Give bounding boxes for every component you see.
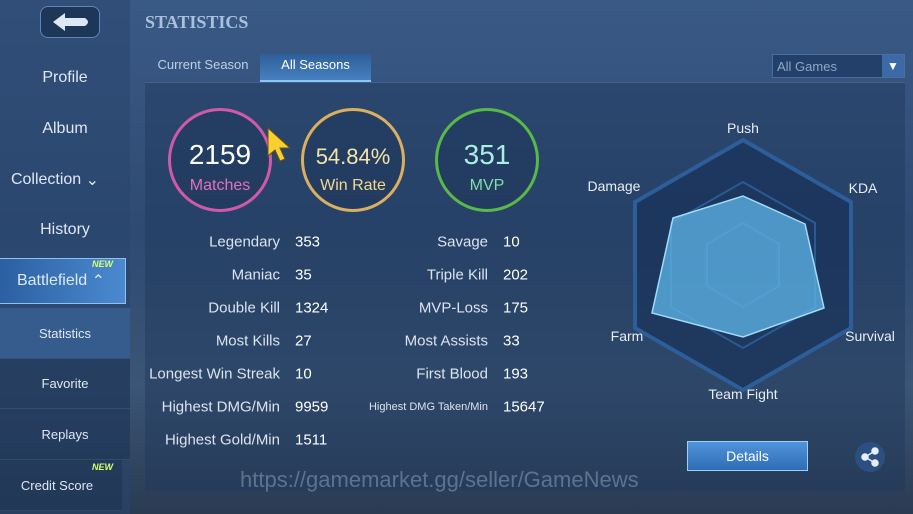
summary-value: 54.84% <box>315 144 391 169</box>
radar-label: KDA <box>848 180 878 196</box>
stat-value: 175 <box>503 299 529 317</box>
stat-label: MVP-Loss <box>418 299 488 317</box>
nav-item[interactable]: Profile <box>42 69 88 86</box>
stat-label: Legendary <box>209 233 280 251</box>
tab-active[interactable]: All Seasons <box>260 54 371 82</box>
radar-label: Farm <box>610 328 644 344</box>
stat-label: First Blood <box>416 365 488 383</box>
stat-value: 35 <box>295 266 312 284</box>
stat-label: Triple Kill <box>426 266 488 284</box>
dropdown-arrow: ▼ <box>882 55 904 77</box>
summary-label: Matches <box>189 177 251 194</box>
stat-label: Longest Win Streak <box>149 365 280 383</box>
summary-label: MVP <box>469 177 505 194</box>
radar-label: Push <box>727 120 759 136</box>
radar-ring <box>670 180 816 350</box>
summary-label: Win Rate <box>320 177 386 194</box>
radar-label: Damage <box>587 178 641 194</box>
radar-label: Survival <box>845 328 895 344</box>
stat-value: 1324 <box>295 299 329 317</box>
stat-value: 10 <box>503 233 520 251</box>
stat-label: Highest Gold/Min <box>164 431 280 449</box>
stat-label: Most Kills <box>215 332 280 350</box>
stat-value: 353 <box>295 233 321 251</box>
share-button[interactable] <box>855 442 885 472</box>
stat-label: Highest DMG/Min <box>161 398 280 416</box>
stat-value: 10 <box>295 365 312 383</box>
stat-label: Savage <box>437 233 488 251</box>
nav-item[interactable]: Collection ⌄ <box>10 171 100 189</box>
stat-label: Double Kill <box>208 299 280 317</box>
back-button[interactable] <box>40 6 100 38</box>
stat-value: 1511 <box>295 431 328 449</box>
nav-label: Collection <box>10 171 82 188</box>
tab[interactable]: Current Season <box>157 57 249 72</box>
summary-value: 351 <box>463 139 511 170</box>
summary-value: 2159 <box>188 139 252 170</box>
nav-subitem-active[interactable]: Statistics <box>0 308 130 359</box>
filter-dropdown[interactable]: All Games ▼ <box>772 54 905 78</box>
summary-ring: 351 MVP <box>435 108 539 212</box>
nav-subitem[interactable]: Replays <box>0 409 130 460</box>
summary-ring: 54.84% Win Rate <box>301 108 405 212</box>
new-badge: NEW <box>92 462 113 472</box>
stat-label: Maniac <box>231 266 280 284</box>
new-badge: NEW <box>92 259 113 269</box>
nav-item[interactable]: Album <box>42 120 88 137</box>
watermark: https://gamemarket.gg/seller/GameNews <box>240 467 639 492</box>
stat-value: 33 <box>503 332 520 350</box>
stat-value: 9959 <box>295 398 329 416</box>
radar-label: Team Fight <box>708 386 778 402</box>
sidebar <box>0 0 130 514</box>
page-title: STATISTICS <box>145 12 249 32</box>
summary-ring: 2159 Matches <box>168 108 272 212</box>
cursor <box>267 126 292 162</box>
stat-label: Highest DMG Taken/Min <box>368 401 488 413</box>
nav-subitem[interactable]: Favorite <box>0 358 130 409</box>
radar-shape <box>651 195 825 338</box>
nav-label: Battlefield <box>16 272 88 289</box>
back-icon <box>53 13 88 31</box>
nav-subitem[interactable]: Credit Score <box>0 460 122 511</box>
stat-label: Most Assists <box>404 332 488 350</box>
filter-label: All Games <box>777 59 837 74</box>
details-button[interactable]: Details <box>687 441 808 471</box>
share-icon <box>861 447 879 467</box>
radar-chart <box>633 137 853 393</box>
nav-item-active[interactable]: Battlefield ⌃ <box>0 258 126 304</box>
stat-value: 202 <box>503 266 529 284</box>
nav-item[interactable]: History <box>40 221 90 238</box>
stat-value: 193 <box>503 365 529 383</box>
stat-value: 15647 <box>503 398 545 416</box>
stat-value: 27 <box>295 332 312 350</box>
